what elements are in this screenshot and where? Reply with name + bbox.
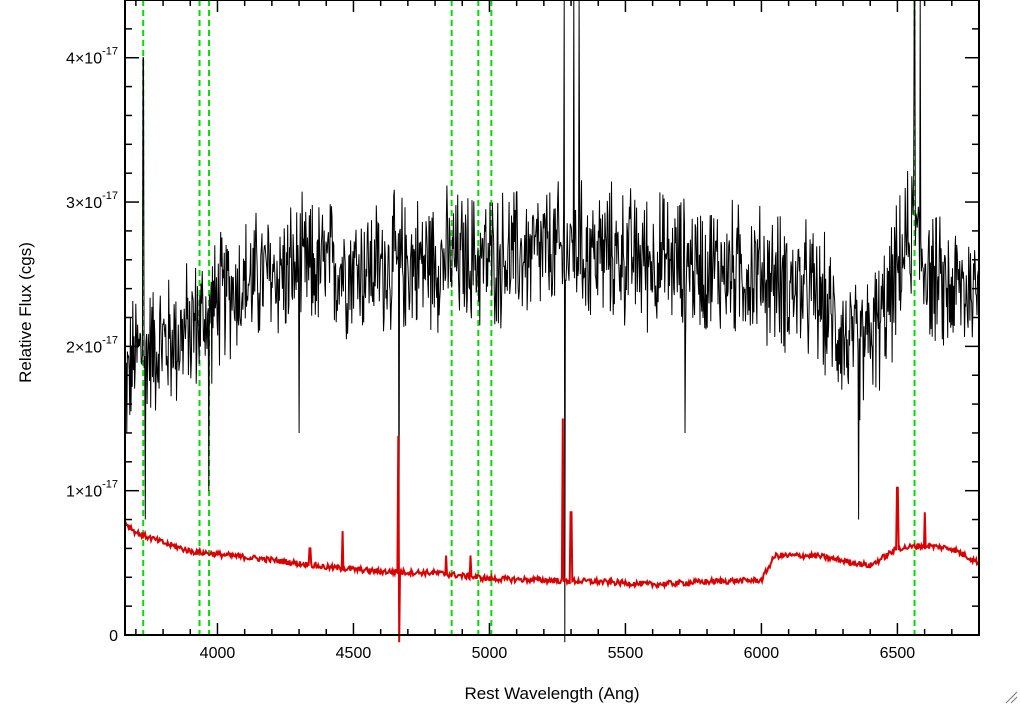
x-tick-label: 5500 (608, 645, 644, 662)
y-axis: 0 1×10-17 2×10-17 3×10-17 4×10-17 (66, 0, 979, 645)
plot-frame (124, 0, 980, 636)
x-tick-label: 4000 (200, 645, 236, 662)
series-error-line (124, 418, 980, 643)
series-spectrum-line (124, 0, 980, 643)
y-tick-label: 3×10-17 (66, 190, 118, 212)
x-axis: 4000 4500 5000 5500 6000 6500 (135, 0, 980, 662)
x-tick-label: 4500 (336, 645, 372, 662)
y-axis-title: Relative Flux (cgs) (16, 242, 35, 383)
y-tick-label: 1×10-17 (66, 479, 118, 501)
resize-grip-icon[interactable] (1004, 690, 1018, 704)
x-axis-title: Rest Wavelength (Ang) (464, 684, 639, 703)
y-tick-label: 4×10-17 (66, 46, 118, 68)
y-tick-label: 2×10-17 (66, 334, 118, 356)
series-group (124, 0, 980, 643)
x-tick-label: 6000 (744, 645, 780, 662)
y-tick-label: 0 (109, 628, 118, 645)
x-tick-label: 6500 (880, 645, 916, 662)
x-tick-label: 5000 (472, 645, 508, 662)
